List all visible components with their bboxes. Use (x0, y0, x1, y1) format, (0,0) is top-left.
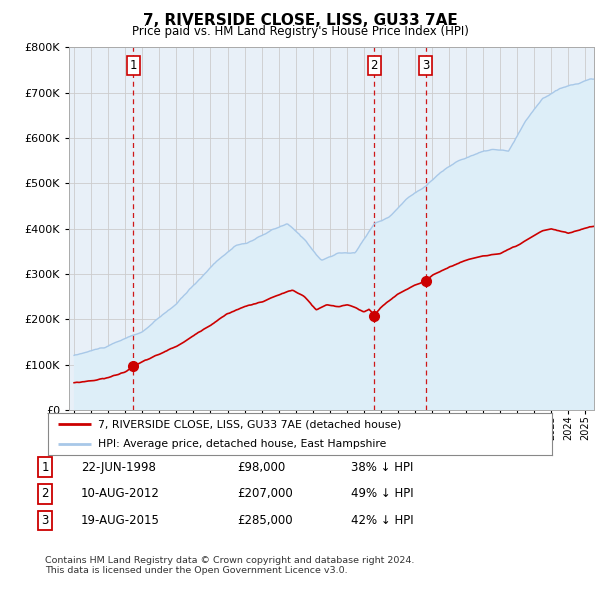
Text: Price paid vs. HM Land Registry's House Price Index (HPI): Price paid vs. HM Land Registry's House … (131, 25, 469, 38)
Text: 3: 3 (422, 59, 430, 72)
Text: 19-AUG-2015: 19-AUG-2015 (81, 514, 160, 527)
Text: 38% ↓ HPI: 38% ↓ HPI (351, 461, 413, 474)
Text: £98,000: £98,000 (237, 461, 285, 474)
Text: 7, RIVERSIDE CLOSE, LISS, GU33 7AE: 7, RIVERSIDE CLOSE, LISS, GU33 7AE (143, 13, 457, 28)
Text: 10-AUG-2012: 10-AUG-2012 (81, 487, 160, 500)
Text: 22-JUN-1998: 22-JUN-1998 (81, 461, 156, 474)
Text: 3: 3 (41, 514, 49, 527)
Text: 7, RIVERSIDE CLOSE, LISS, GU33 7AE (detached house): 7, RIVERSIDE CLOSE, LISS, GU33 7AE (deta… (98, 419, 402, 429)
Text: 42% ↓ HPI: 42% ↓ HPI (351, 514, 413, 527)
Text: 49% ↓ HPI: 49% ↓ HPI (351, 487, 413, 500)
Text: 1: 1 (130, 59, 137, 72)
Text: Contains HM Land Registry data © Crown copyright and database right 2024.
This d: Contains HM Land Registry data © Crown c… (45, 556, 415, 575)
Text: HPI: Average price, detached house, East Hampshire: HPI: Average price, detached house, East… (98, 440, 387, 450)
Text: 2: 2 (371, 59, 378, 72)
Text: £285,000: £285,000 (237, 514, 293, 527)
Text: 1: 1 (41, 461, 49, 474)
Text: 2: 2 (41, 487, 49, 500)
Text: £207,000: £207,000 (237, 487, 293, 500)
